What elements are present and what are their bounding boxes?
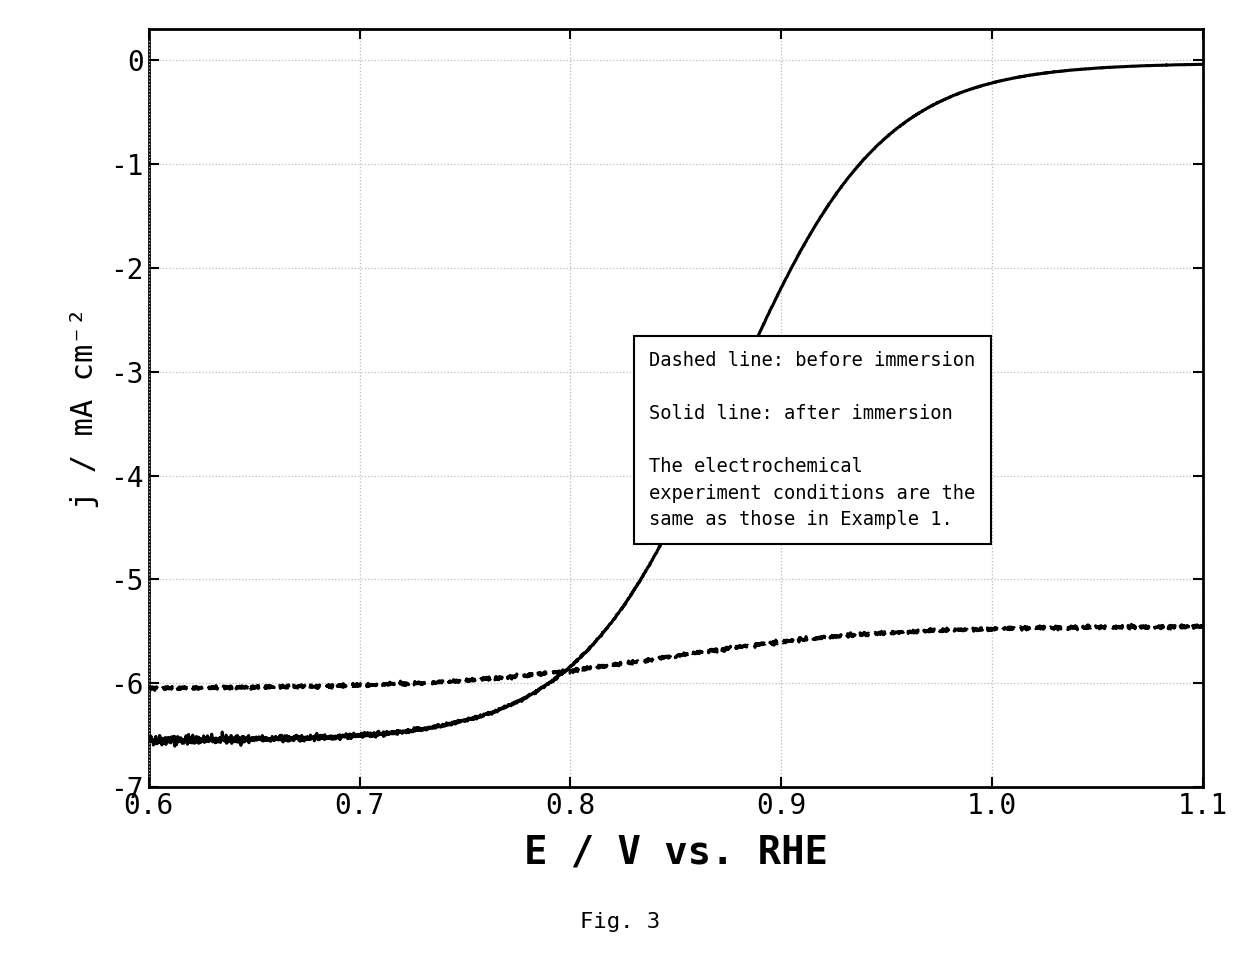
X-axis label: E / V vs. RHE: E / V vs. RHE — [523, 834, 828, 872]
Y-axis label: j / mA cm⁻²: j / mA cm⁻² — [71, 307, 99, 509]
Text: Fig. 3: Fig. 3 — [580, 912, 660, 931]
Text: Dashed line: before immersion

Solid line: after immersion

The electrochemical
: Dashed line: before immersion Solid line… — [650, 351, 976, 529]
